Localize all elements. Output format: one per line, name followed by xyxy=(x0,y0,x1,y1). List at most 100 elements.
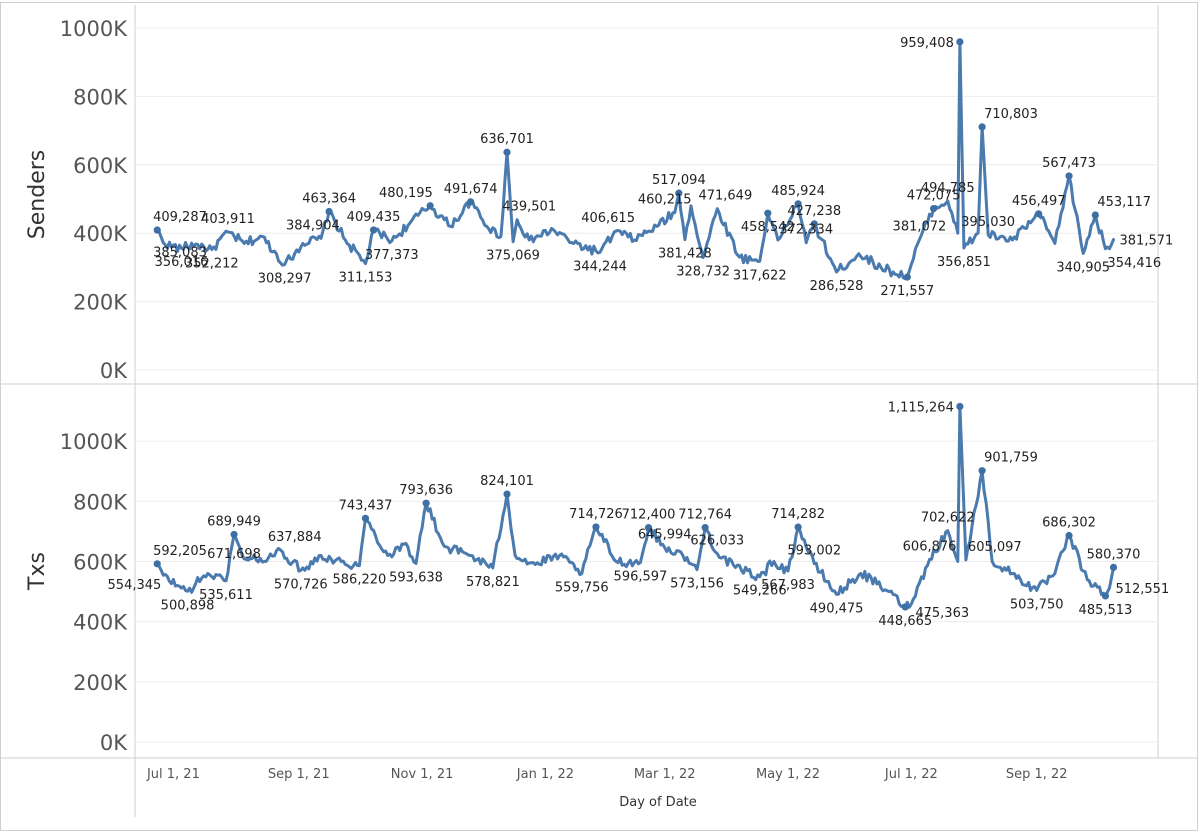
data-label: 605,097 xyxy=(968,540,1022,555)
data-label: 472,075 xyxy=(907,189,961,204)
data-label: 427,238 xyxy=(787,204,841,219)
data-point-marker xyxy=(467,198,475,206)
data-point-marker xyxy=(929,204,938,213)
data-label: 901,759 xyxy=(984,451,1038,466)
data-label: 567,983 xyxy=(761,578,815,593)
data-point-marker xyxy=(903,273,911,281)
series-line-txs xyxy=(155,405,1115,609)
data-label: 959,408 xyxy=(900,36,954,51)
data-label: 559,756 xyxy=(555,581,609,596)
data-label: 503,750 xyxy=(1010,597,1064,612)
x-tick-label: Sep 1, 22 xyxy=(1006,767,1068,782)
data-label: 592,205 xyxy=(153,544,207,559)
data-label: 344,244 xyxy=(573,259,627,274)
data-point-marker xyxy=(701,523,709,532)
y-tick-label: 600K xyxy=(73,550,128,574)
data-label: 381,571 xyxy=(1120,234,1174,249)
data-point-marker xyxy=(592,523,600,531)
y-axis-title: Txs xyxy=(25,552,50,591)
data-label: 626,033 xyxy=(690,534,744,549)
data-point-marker xyxy=(644,524,653,532)
data-label: 458,542 xyxy=(741,220,795,235)
data-point-marker xyxy=(764,209,772,217)
data-point-marker xyxy=(978,467,986,475)
data-label: 439,501 xyxy=(502,200,556,215)
data-label: 596,597 xyxy=(614,570,668,585)
data-label: 702,622 xyxy=(921,511,975,526)
data-label: 448,665 xyxy=(878,614,932,629)
y-tick-label: 1000K xyxy=(60,17,128,41)
data-point-marker xyxy=(153,226,161,234)
data-label: 593,638 xyxy=(389,570,443,585)
data-label: 554,345 xyxy=(108,578,162,593)
data-label: 490,475 xyxy=(810,601,864,616)
data-point-marker xyxy=(422,499,430,507)
data-label: 406,615 xyxy=(581,211,635,226)
data-label: 491,674 xyxy=(444,182,498,197)
data-point-marker xyxy=(956,38,964,46)
series-lines xyxy=(155,40,1115,609)
y-tick-label: 0K xyxy=(100,359,128,383)
gridlines xyxy=(135,27,1158,743)
marker-dots xyxy=(153,38,1118,611)
data-label: 356,016 xyxy=(155,255,209,270)
data-label: 286,528 xyxy=(810,279,864,294)
data-point-marker xyxy=(1065,172,1073,180)
data-label: 377,373 xyxy=(365,248,419,263)
data-label: 580,370 xyxy=(1087,547,1141,562)
data-label: 372,334 xyxy=(779,223,833,238)
data-point-marker xyxy=(675,189,683,197)
data-label: 714,282 xyxy=(771,507,825,522)
data-point-marker xyxy=(503,490,511,498)
data-point-marker xyxy=(361,514,370,522)
data-label: 354,416 xyxy=(1107,256,1161,271)
data-label: 494,785 xyxy=(921,181,975,196)
data-label: 385,083 xyxy=(153,245,207,260)
data-label: 471,649 xyxy=(698,189,752,204)
data-label: 712,764 xyxy=(678,508,732,523)
data-label: 1,115,264 xyxy=(888,400,954,415)
data-label: 710,803 xyxy=(984,107,1038,122)
y-tick-label: 600K xyxy=(73,154,128,178)
series-line-senders xyxy=(155,40,1115,281)
x-tick-label: Nov 1, 21 xyxy=(391,767,454,782)
data-label: 375,069 xyxy=(486,249,540,264)
data-label: 328,732 xyxy=(676,265,730,280)
data-label: 485,924 xyxy=(771,184,825,199)
data-point-marker xyxy=(901,603,909,611)
data-point-marker xyxy=(1035,210,1043,218)
data-label: 480,195 xyxy=(379,186,433,201)
data-label: 460,215 xyxy=(638,193,692,208)
data-label: 381,072 xyxy=(893,220,947,235)
y-tick-label: 400K xyxy=(73,611,128,635)
data-label: 593,002 xyxy=(787,544,841,559)
x-tick-label: May 1, 22 xyxy=(756,767,820,782)
data-point-marker xyxy=(426,202,434,210)
data-label: 317,622 xyxy=(733,268,787,283)
data-label: 340,905 xyxy=(1056,260,1110,275)
data-label: 308,297 xyxy=(258,272,312,287)
data-label: 485,513 xyxy=(1079,603,1133,618)
data-label: 395,030 xyxy=(961,215,1015,230)
data-label: 456,497 xyxy=(1012,194,1066,209)
x-tick-label: Mar 1, 22 xyxy=(634,767,696,782)
data-point-marker xyxy=(369,226,378,234)
data-label: 689,949 xyxy=(207,514,261,529)
data-label: 463,364 xyxy=(302,192,356,207)
data-label: 271,557 xyxy=(880,284,934,299)
data-label: 409,287 xyxy=(153,210,207,225)
data-point-marker xyxy=(794,200,802,208)
data-label: 352,212 xyxy=(185,257,239,272)
y-tick-label: 800K xyxy=(73,490,128,514)
data-label: 686,302 xyxy=(1042,516,1096,531)
data-label: 475,363 xyxy=(915,606,969,621)
data-point-marker xyxy=(1065,531,1073,540)
data-point-marker xyxy=(794,523,802,531)
x-tick-label: Jan 1, 22 xyxy=(516,767,574,782)
data-label: 356,851 xyxy=(937,255,991,270)
data-point-marker xyxy=(230,530,238,539)
data-label: 824,101 xyxy=(480,474,534,489)
data-label: 453,117 xyxy=(1097,195,1151,210)
data-label: 606,876 xyxy=(903,539,957,554)
